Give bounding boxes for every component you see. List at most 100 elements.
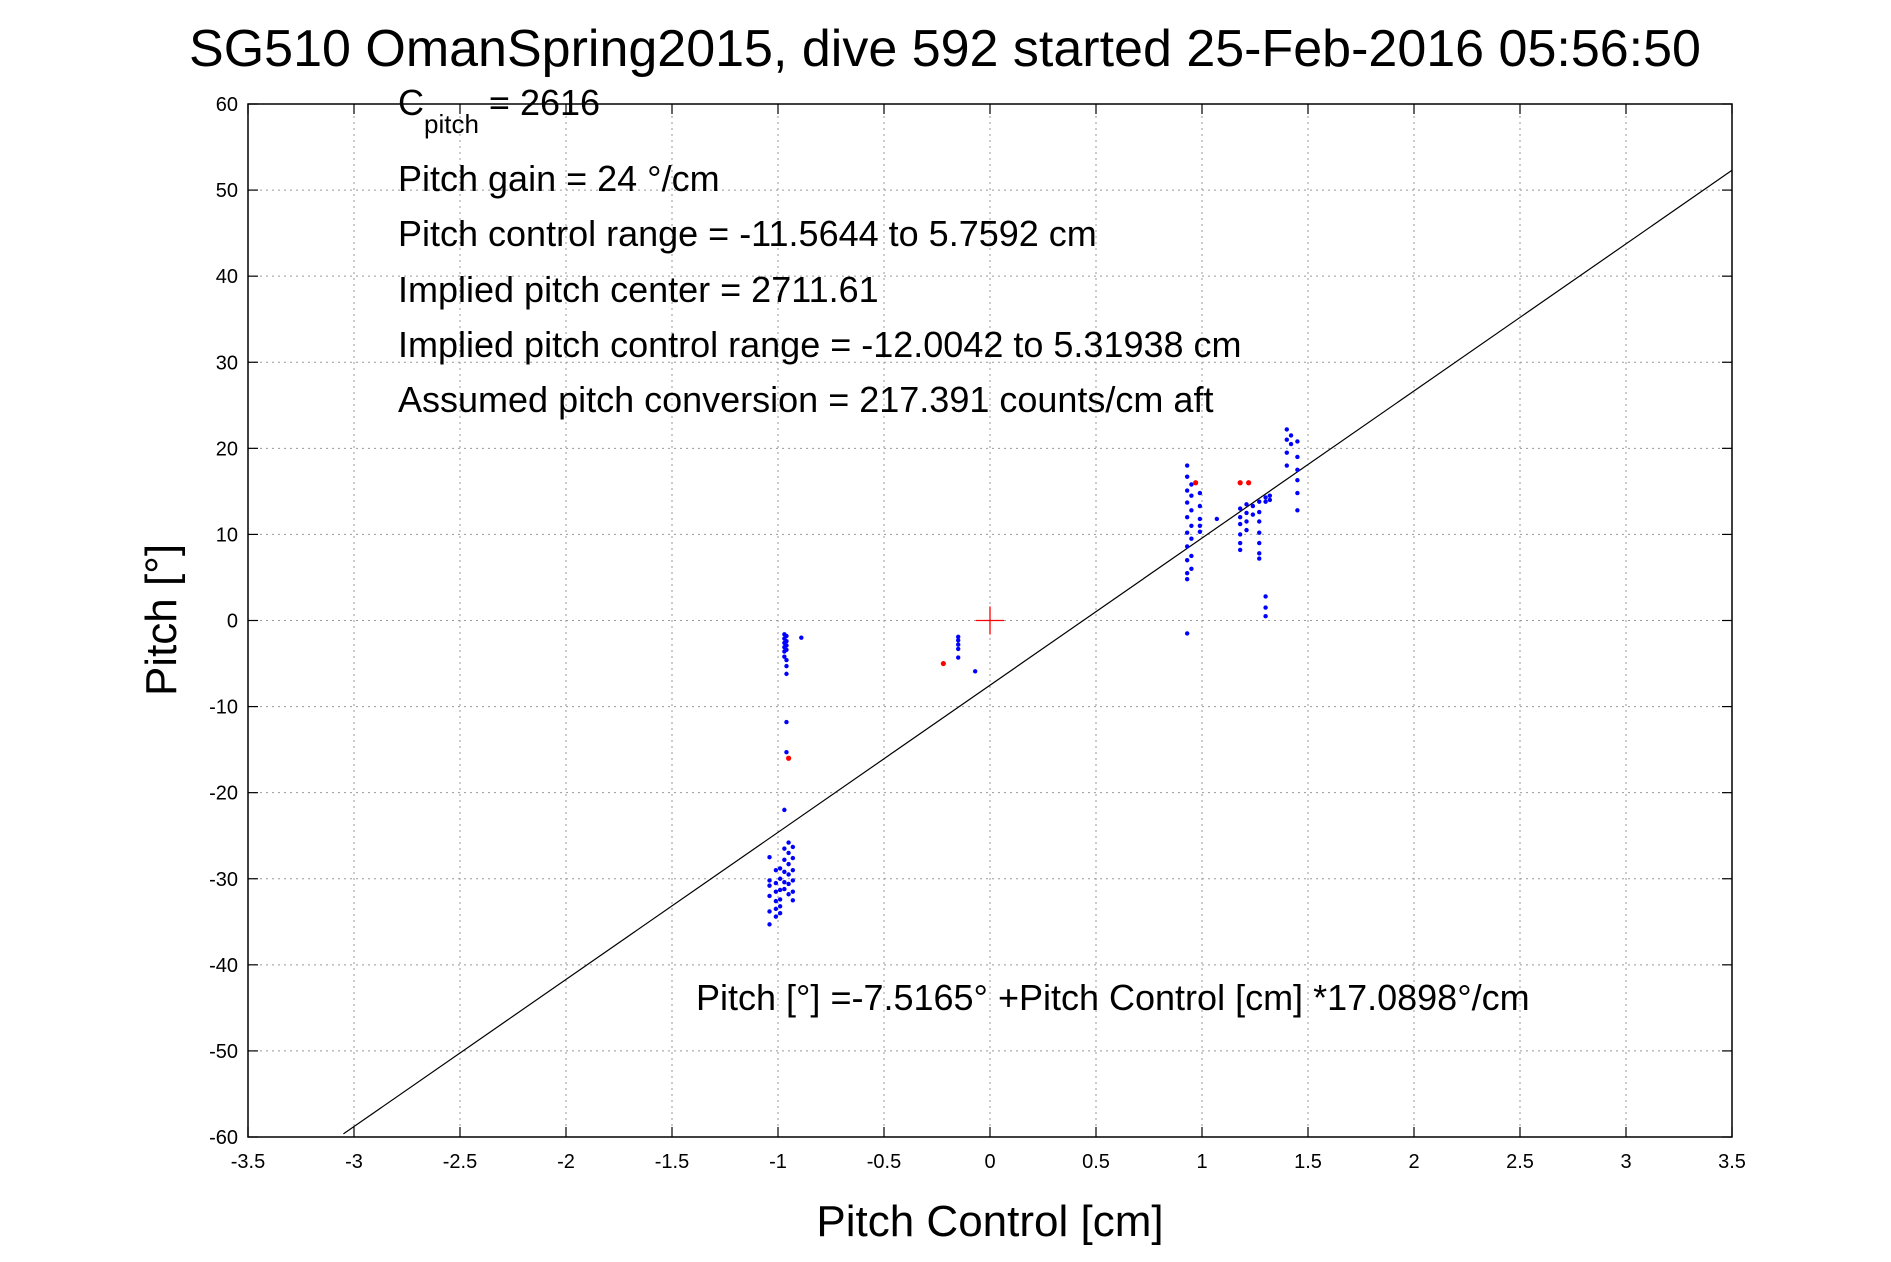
x-tick-label: -3	[345, 1151, 363, 1173]
data-point	[1288, 441, 1294, 447]
data-point	[784, 643, 789, 648]
data-point	[1189, 566, 1194, 572]
x-tick-label: -3.5	[231, 1151, 265, 1173]
x-tick-label: 1	[1196, 1151, 1207, 1173]
y-tick-label: 0	[227, 611, 238, 633]
data-point	[1184, 530, 1190, 535]
data-point	[1257, 499, 1262, 504]
data-point	[773, 867, 779, 873]
x-tick-label: 0.5	[1082, 1151, 1110, 1173]
data-point	[767, 922, 772, 927]
data-point	[1189, 482, 1194, 487]
y-tick-label: -30	[209, 869, 238, 891]
data-point	[956, 646, 961, 652]
center-marker	[976, 606, 1004, 635]
y-tick-label: 20	[216, 438, 238, 460]
outlier-point	[1237, 480, 1243, 486]
data-point	[1237, 540, 1243, 546]
data-point	[784, 671, 789, 677]
data-point	[767, 893, 772, 899]
data-point	[777, 876, 783, 881]
data-point	[767, 878, 772, 883]
data-point	[1250, 503, 1256, 509]
y-tick-label: -20	[209, 783, 238, 805]
data-point	[782, 879, 787, 885]
data-point	[773, 906, 779, 912]
data-point	[767, 855, 772, 860]
data-point	[786, 850, 791, 856]
x-tick-label: -2	[557, 1151, 575, 1173]
data-point	[1189, 508, 1194, 513]
x-tick-label: 1.5	[1294, 1151, 1322, 1173]
data-point	[1197, 503, 1203, 509]
data-point	[784, 633, 789, 639]
data-point	[1197, 529, 1203, 535]
data-point	[1237, 521, 1243, 527]
data-point	[784, 647, 789, 652]
outlier-point	[1246, 480, 1252, 486]
fit-line	[343, 169, 1733, 1135]
x-tick-label: 3	[1620, 1151, 1631, 1173]
x-tick-label: -1.5	[655, 1151, 689, 1173]
data-point	[1184, 515, 1190, 520]
data-point	[1295, 467, 1300, 473]
data-point	[1237, 515, 1243, 520]
data-point	[1237, 532, 1243, 537]
data-point	[784, 638, 789, 644]
data-point	[1263, 499, 1268, 504]
data-point	[790, 889, 796, 894]
data-point	[1184, 500, 1190, 505]
x-tick-label: -0.5	[867, 1151, 901, 1173]
annotation-implied-pitch-control-range: Implied pitch control range = -12.0042 t…	[398, 324, 1242, 365]
data-point	[1257, 519, 1262, 524]
y-tick-label: -60	[209, 1127, 238, 1149]
data-point	[956, 642, 961, 647]
data-point	[1295, 454, 1300, 460]
data-point	[784, 657, 789, 663]
data-point	[782, 886, 787, 892]
data-point	[1184, 631, 1190, 636]
data-point	[1295, 439, 1300, 444]
data-points	[767, 427, 1300, 927]
data-point	[782, 654, 787, 659]
data-point	[786, 881, 791, 887]
data-point	[1250, 512, 1256, 517]
data-point	[1197, 490, 1203, 496]
y-tick-label: 30	[216, 352, 238, 374]
y-tick-label: 40	[216, 266, 238, 288]
data-point	[956, 638, 961, 643]
data-point	[799, 635, 804, 640]
data-point	[1284, 463, 1290, 468]
data-point	[784, 663, 789, 669]
data-point	[1263, 605, 1268, 610]
y-tick-label: 60	[216, 94, 238, 116]
data-point	[786, 892, 791, 897]
c-pitch-subscript: pitch	[424, 109, 479, 139]
data-point	[1184, 544, 1190, 549]
data-point	[1288, 433, 1294, 438]
data-point	[773, 898, 779, 904]
data-point	[1284, 427, 1290, 432]
data-point	[773, 880, 779, 886]
data-point	[1214, 516, 1220, 522]
data-point	[790, 867, 796, 873]
outlier-point	[786, 755, 792, 761]
y-tick-label: -50	[209, 1041, 238, 1063]
data-point	[773, 914, 779, 919]
data-point	[1257, 556, 1262, 561]
x-tick-label: -2.5	[443, 1151, 477, 1173]
data-point	[1184, 576, 1190, 582]
data-point	[1284, 437, 1290, 442]
data-point	[773, 889, 779, 894]
data-point	[767, 909, 772, 914]
y-tick-label: 10	[216, 524, 238, 546]
data-point	[1267, 493, 1273, 498]
data-point	[1257, 509, 1262, 515]
data-point	[1189, 523, 1194, 529]
x-tick-labels: -3.5 -3 -2.5 -2 -1.5 -1 -0.5 0 0.5 1 1.5 2 2.5 3 3.5	[231, 1151, 1746, 1173]
y-tick-label: 50	[216, 180, 238, 202]
data-point	[1197, 516, 1203, 522]
annotation-pitch-gain: Pitch gain = 24 °/cm	[398, 158, 720, 199]
y-tick-labels: 60 50 40 30 20 10 0 -10 -20 -30 -40 -50 -60	[209, 94, 238, 1149]
